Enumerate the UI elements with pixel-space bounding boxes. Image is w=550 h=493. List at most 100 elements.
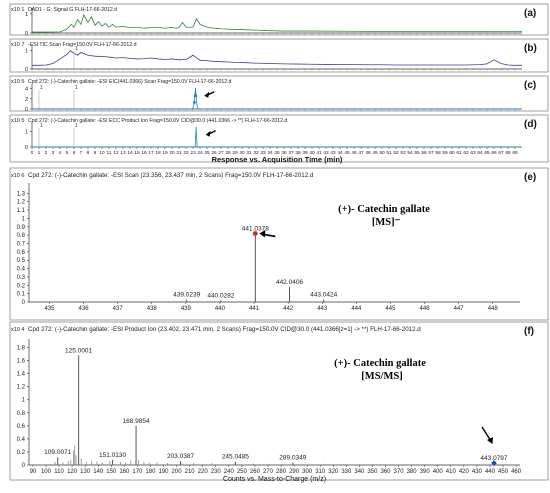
y-tick-label: 1 [25, 49, 28, 55]
x-tick-label: 200 [172, 469, 183, 475]
x-tick-label: 14 [127, 150, 133, 156]
x-tick-label: 18 [155, 150, 161, 156]
x-tick-label: 0 [31, 150, 34, 156]
y-tick-label: 0.8 [17, 411, 26, 417]
x-tick-label: 110 [54, 469, 64, 475]
annotation-label: 1 [75, 46, 78, 52]
x-tick-label: 444 [351, 306, 362, 312]
y-tick-label: 0.4 [17, 267, 26, 273]
y-exponent-f: x10 4 [11, 327, 24, 333]
y-tick-label: 0.5 [17, 258, 26, 264]
x-tick-label: 330 [341, 469, 352, 475]
y-exponent-e: x10 6 [11, 173, 24, 179]
x-tick-label: 310 [315, 469, 326, 475]
x-tick-label: 320 [328, 469, 339, 475]
panel-label-d: (d) [524, 119, 537, 130]
y-tick-label: 1 [22, 216, 26, 222]
series-line-a-0 [32, 13, 522, 33]
x-tick-label: 5 [66, 150, 69, 156]
y-tick-label: 0.1 [17, 292, 26, 298]
y-tick-label: 1.4 [17, 372, 26, 378]
x-tick-label: 130 [80, 469, 91, 475]
panel-header-d: Cpd 272: (-)-Catechin gallate: -ESI ECC … [28, 118, 287, 124]
x-tick-label: 48 [365, 150, 371, 156]
x-tick-label: 4 [59, 150, 62, 156]
y-tick-label: 1 [22, 398, 26, 404]
x-tick-label: 447 [454, 306, 465, 312]
x-tick-label: 56 [421, 150, 427, 156]
panel-header-b: -ESI TIC Scan Frag=150.0V FLH-17-66-2012… [28, 42, 137, 48]
x-tick-label: 8 [87, 150, 90, 156]
x-tick-label: 39 [302, 150, 308, 156]
y-tick-label: 1.2 [17, 385, 26, 391]
x-tick-label: 37 [288, 150, 294, 156]
y-tick-label: 0 [25, 31, 28, 37]
peak-label: 441.0378 [242, 225, 269, 232]
x-tick-label: 34 [267, 150, 273, 156]
x-tick-label: 17 [148, 150, 154, 156]
x-tick-label: 35 [274, 150, 280, 156]
x-tick-label: 448 [488, 306, 499, 312]
x-tick-label: 240 [224, 469, 235, 475]
x-tick-label: 430 [472, 469, 483, 475]
x-tick-label: 55 [414, 150, 420, 156]
y-tick-label: 0.3 [17, 275, 26, 281]
x-tick-label: 25 [204, 150, 210, 156]
x-tick-label: 440 [485, 469, 496, 475]
precursor-marker [491, 460, 497, 466]
compound-name-f: (+)- Catechin gallate [334, 358, 426, 369]
x-tick-label: 52 [393, 150, 399, 156]
x-tick-label: 437 [113, 306, 124, 312]
panel-header-c: Cpd 272: (-)-Catechin gallate: -ESI EIC(… [28, 79, 232, 85]
x-tick-label: 170 [132, 469, 143, 475]
x-tick-label: 230 [211, 469, 222, 475]
x-tick-label: 11 [107, 150, 112, 156]
y-tick-label: 1.6 [17, 359, 26, 365]
peak-label: 439.0239 [173, 291, 200, 298]
x-tick-label: 36 [281, 150, 287, 156]
x-tick-label: 13 [120, 150, 126, 156]
peak-label: 109.0071 [44, 449, 71, 456]
x-tick-label: 370 [394, 469, 405, 475]
base-peak-marker [252, 231, 258, 236]
x-tick-label: 44 [337, 150, 343, 156]
x-tick-label: 9 [94, 150, 97, 156]
y-tick-label: 0 [25, 145, 28, 151]
panel-label-e: (e) [524, 172, 536, 183]
y-tick-label: 1 [25, 12, 28, 18]
x-tick-label: 32 [253, 150, 259, 156]
y-tick-label: 0.6 [17, 424, 26, 430]
x-tick-label: 29 [232, 150, 238, 156]
x-tick-label: 65 [484, 150, 490, 156]
panel-frame-b [9, 38, 549, 73]
x-tick-label: 2 [45, 150, 48, 156]
x-tick-label: 100 [41, 469, 52, 475]
x-tick-label: 41 [316, 150, 322, 156]
x-tick-label: 31 [246, 150, 252, 156]
peak-label: 289.0349 [279, 454, 306, 461]
x-tick-label: 28 [225, 150, 231, 156]
x-tick-label: 69 [512, 150, 518, 156]
panel-frame-a [9, 3, 549, 36]
x-tick-label: 62 [463, 150, 469, 156]
y-tick-label: 1.3 [17, 191, 26, 197]
x-tick-label: 30 [239, 150, 245, 156]
y-exponent-c: x10 5 [11, 79, 24, 85]
x-tick-label: 440 [215, 306, 226, 312]
scan-type-f: [MS/MS] [361, 371, 402, 382]
x-axis-label-d: Response vs. Acquisition Time (min) [212, 155, 343, 164]
x-tick-label: 1 [38, 150, 41, 156]
y-tick-label: 0.9 [17, 225, 26, 231]
x-tick-label: 10 [99, 150, 105, 156]
x-tick-label: 390 [420, 469, 431, 475]
x-tick-label: 180 [145, 469, 156, 475]
x-tick-label: 90 [30, 469, 37, 475]
x-tick-label: 15 [134, 150, 140, 156]
y-exponent-d: x10 5 [11, 118, 24, 124]
x-tick-label: 61 [456, 150, 462, 156]
series-line-c-0 [32, 88, 522, 110]
panel-header-a: DAD1 - G: Signal G FLH-17-66-2012.d [28, 7, 117, 13]
y-tick-label: 1.2 [17, 200, 26, 206]
x-tick-label: 445 [385, 306, 396, 312]
